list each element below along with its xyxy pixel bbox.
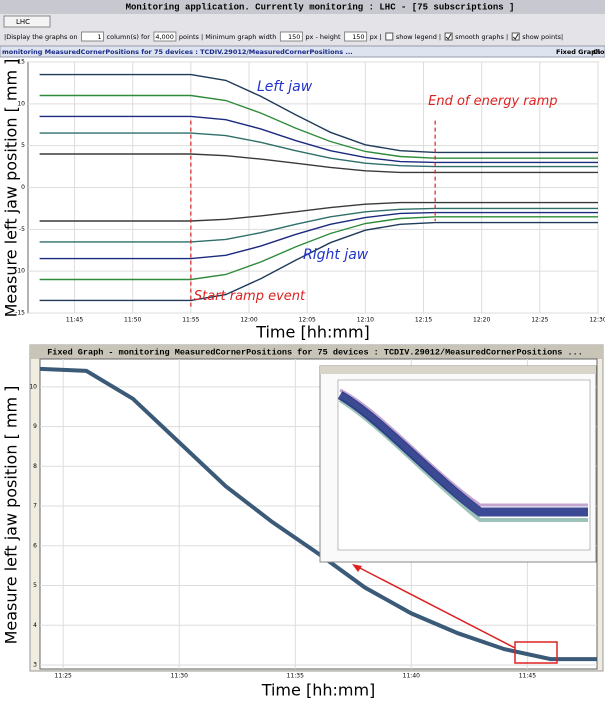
- y-tick-label: 6: [33, 542, 37, 549]
- x-tick-label: 11:45: [519, 673, 536, 680]
- toolbar-text: show legend |: [396, 33, 441, 41]
- toolbar-text: points | Minimum graph width: [179, 33, 276, 41]
- annotation: Left jaw: [257, 79, 313, 95]
- x-tick-label: 12:30: [589, 317, 605, 324]
- y-tick-label: 5: [33, 582, 37, 589]
- toolbar-text: show points|: [522, 33, 563, 41]
- input-value: 1: [97, 33, 101, 41]
- input-value: 150: [352, 33, 364, 41]
- window-title: Fixed Graph - monitoring MeasuredCornerP…: [47, 347, 583, 357]
- y-tick-label: 4: [33, 622, 37, 629]
- inset-title-bar: [320, 366, 596, 374]
- annotation: Right jaw: [303, 247, 369, 263]
- x-tick-label: 11:45: [66, 317, 83, 324]
- window-title: Monitoring application. Currently monito…: [126, 2, 515, 12]
- y-axis-label: Measure left jaw position [ mm ]: [2, 59, 21, 318]
- toolbar-items: |Display the graphs on 1 column(s) for 4,00…: [4, 32, 563, 41]
- y-tick-label: 8: [33, 463, 37, 470]
- y-tick-label: 3: [33, 662, 37, 669]
- x-axis-label: Time [hh:mm]: [261, 681, 376, 700]
- x-tick-label: 12:25: [531, 317, 548, 324]
- y-tick-label: 10: [29, 383, 37, 390]
- x-tick-label: 11:55: [182, 317, 199, 324]
- toolbar-text: |Display the graphs on: [4, 33, 78, 41]
- x-tick-label: 11:25: [55, 673, 72, 680]
- x-tick-label: 11:30: [171, 673, 188, 680]
- x-tick-label: 12:15: [415, 317, 432, 324]
- x-tick-label: 11:50: [124, 317, 141, 324]
- button[interactable]: Clos: [593, 48, 605, 56]
- input-value: 150: [288, 33, 300, 41]
- y-tick-label: 0: [21, 184, 25, 191]
- inset: [320, 366, 596, 562]
- x-tick-label: 11:40: [403, 673, 420, 680]
- y-tick-label: 7: [33, 503, 37, 510]
- y-tick-label: 5: [21, 142, 25, 149]
- tab[interactable]: monitoring MeasuredCornerPositions for 7…: [2, 48, 353, 56]
- inset-plot: [338, 380, 590, 550]
- marker-label: End of energy ramp: [428, 94, 557, 109]
- toolbar-text: px - height: [305, 33, 341, 41]
- x-tick-label: 11:35: [287, 673, 304, 680]
- x-axis-label: Time [hh:mm]: [255, 323, 370, 342]
- input-value: 4,000: [155, 33, 174, 41]
- y-axis-label: Measure left jaw position [ mm ]: [2, 386, 21, 645]
- toolbar-text: smooth graphs |: [455, 33, 508, 41]
- x-tick-label: 12:20: [473, 317, 490, 324]
- y-tick-label: 9: [33, 423, 37, 430]
- toolbar-text: px |: [370, 33, 382, 41]
- selector-label: LHC: [16, 18, 30, 26]
- marker-label: Start ramp event: [194, 289, 306, 304]
- toolbar-text: column(s) for: [107, 33, 151, 41]
- checkbox[interactable]: [386, 33, 393, 40]
